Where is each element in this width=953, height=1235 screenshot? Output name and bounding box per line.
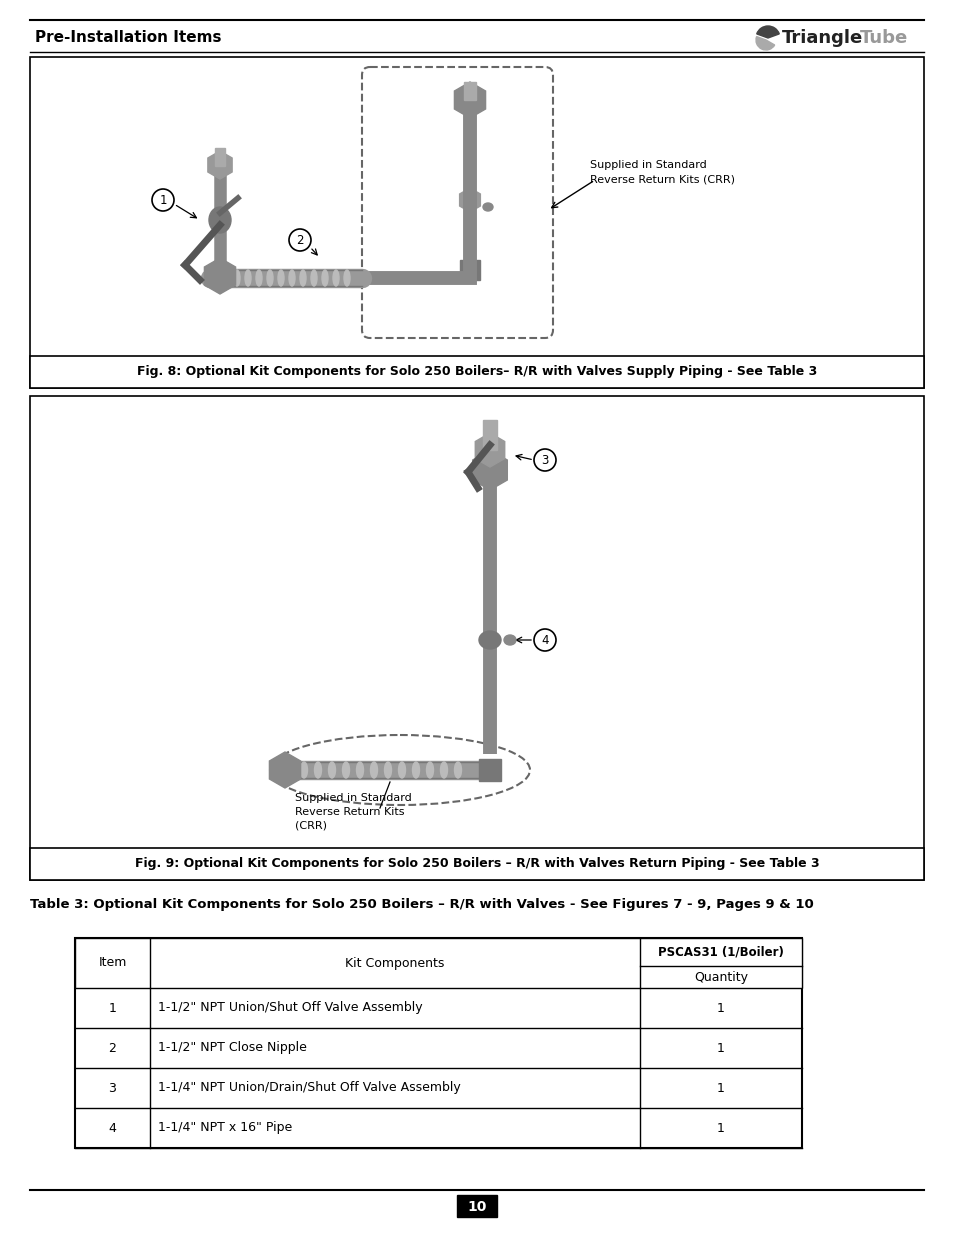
Ellipse shape <box>212 270 218 287</box>
Text: 1: 1 <box>717 1002 724 1014</box>
Ellipse shape <box>370 762 377 778</box>
Bar <box>30 356 923 388</box>
Ellipse shape <box>286 762 294 778</box>
Text: Tube: Tube <box>859 28 907 47</box>
Ellipse shape <box>503 635 516 645</box>
Bar <box>463 82 476 100</box>
Text: 2: 2 <box>296 233 303 247</box>
Ellipse shape <box>384 762 391 778</box>
Text: Fig. 8: Optional Kit Components for Solo 250 Boilers– R/R with Valves Supply Pip: Fig. 8: Optional Kit Components for Solo… <box>136 366 817 378</box>
Circle shape <box>534 629 556 651</box>
Text: 1-1/4" NPT Union/Drain/Shut Off Valve Assembly: 1-1/4" NPT Union/Drain/Shut Off Valve As… <box>158 1082 460 1094</box>
Text: 1: 1 <box>717 1041 724 1055</box>
Ellipse shape <box>245 270 251 287</box>
Text: Supplied in Standard
Reverse Return Kits
(CRR): Supplied in Standard Reverse Return Kits… <box>294 793 412 831</box>
Text: Kit Components: Kit Components <box>345 956 444 969</box>
Text: Supplied in Standard
Reverse Return Kits (CRR): Supplied in Standard Reverse Return Kits… <box>589 161 734 185</box>
Ellipse shape <box>289 270 294 287</box>
Ellipse shape <box>209 207 231 233</box>
Text: Table 3: Optional Kit Components for Solo 250 Boilers – R/R with Valves - See Fi: Table 3: Optional Kit Components for Sol… <box>30 898 813 911</box>
Ellipse shape <box>300 762 307 778</box>
Text: 3: 3 <box>109 1082 116 1094</box>
Text: 2: 2 <box>109 1041 116 1055</box>
Ellipse shape <box>440 762 447 778</box>
Wedge shape <box>756 26 779 38</box>
Wedge shape <box>755 37 774 49</box>
Ellipse shape <box>277 270 284 287</box>
Bar <box>30 57 923 388</box>
Ellipse shape <box>322 270 328 287</box>
Bar <box>75 939 801 1149</box>
Ellipse shape <box>412 762 419 778</box>
Text: 1: 1 <box>109 1002 116 1014</box>
Text: 4: 4 <box>109 1121 116 1135</box>
Text: Triangle: Triangle <box>781 28 862 47</box>
Ellipse shape <box>328 762 335 778</box>
Circle shape <box>534 450 556 471</box>
Ellipse shape <box>223 270 229 287</box>
Ellipse shape <box>233 270 240 287</box>
Bar <box>456 1195 497 1216</box>
Text: Quantity: Quantity <box>693 971 747 983</box>
Text: 1-1/2" NPT Close Nipple: 1-1/2" NPT Close Nipple <box>158 1041 307 1055</box>
Ellipse shape <box>342 762 349 778</box>
Ellipse shape <box>478 631 500 650</box>
Text: 1: 1 <box>159 194 167 206</box>
Ellipse shape <box>344 270 350 287</box>
Bar <box>75 939 801 988</box>
Ellipse shape <box>299 270 306 287</box>
Ellipse shape <box>398 762 405 778</box>
Text: 1-1/4" NPT x 16" Pipe: 1-1/4" NPT x 16" Pipe <box>158 1121 292 1135</box>
Circle shape <box>289 228 311 251</box>
Text: Pre-Installation Items: Pre-Installation Items <box>35 31 221 46</box>
Ellipse shape <box>267 270 273 287</box>
Ellipse shape <box>255 270 262 287</box>
Ellipse shape <box>454 762 461 778</box>
Bar <box>30 848 923 881</box>
Bar <box>30 396 923 881</box>
Circle shape <box>152 189 173 211</box>
Text: PSCAS31 (1/Boiler): PSCAS31 (1/Boiler) <box>658 946 783 958</box>
Text: 1: 1 <box>717 1121 724 1135</box>
Ellipse shape <box>314 762 321 778</box>
Bar <box>482 420 497 450</box>
Text: 1: 1 <box>717 1082 724 1094</box>
Text: 3: 3 <box>540 453 548 467</box>
Text: 4: 4 <box>540 634 548 646</box>
Text: 1-1/2" NPT Union/Shut Off Valve Assembly: 1-1/2" NPT Union/Shut Off Valve Assembly <box>158 1002 422 1014</box>
Bar <box>214 148 225 165</box>
Text: Item: Item <box>98 956 127 969</box>
Ellipse shape <box>426 762 433 778</box>
Ellipse shape <box>311 270 316 287</box>
Text: 10: 10 <box>467 1200 486 1214</box>
Text: Fig. 9: Optional Kit Components for Solo 250 Boilers – R/R with Valves Return Pi: Fig. 9: Optional Kit Components for Solo… <box>134 857 819 871</box>
Ellipse shape <box>333 270 338 287</box>
Ellipse shape <box>356 762 363 778</box>
Ellipse shape <box>482 203 493 211</box>
